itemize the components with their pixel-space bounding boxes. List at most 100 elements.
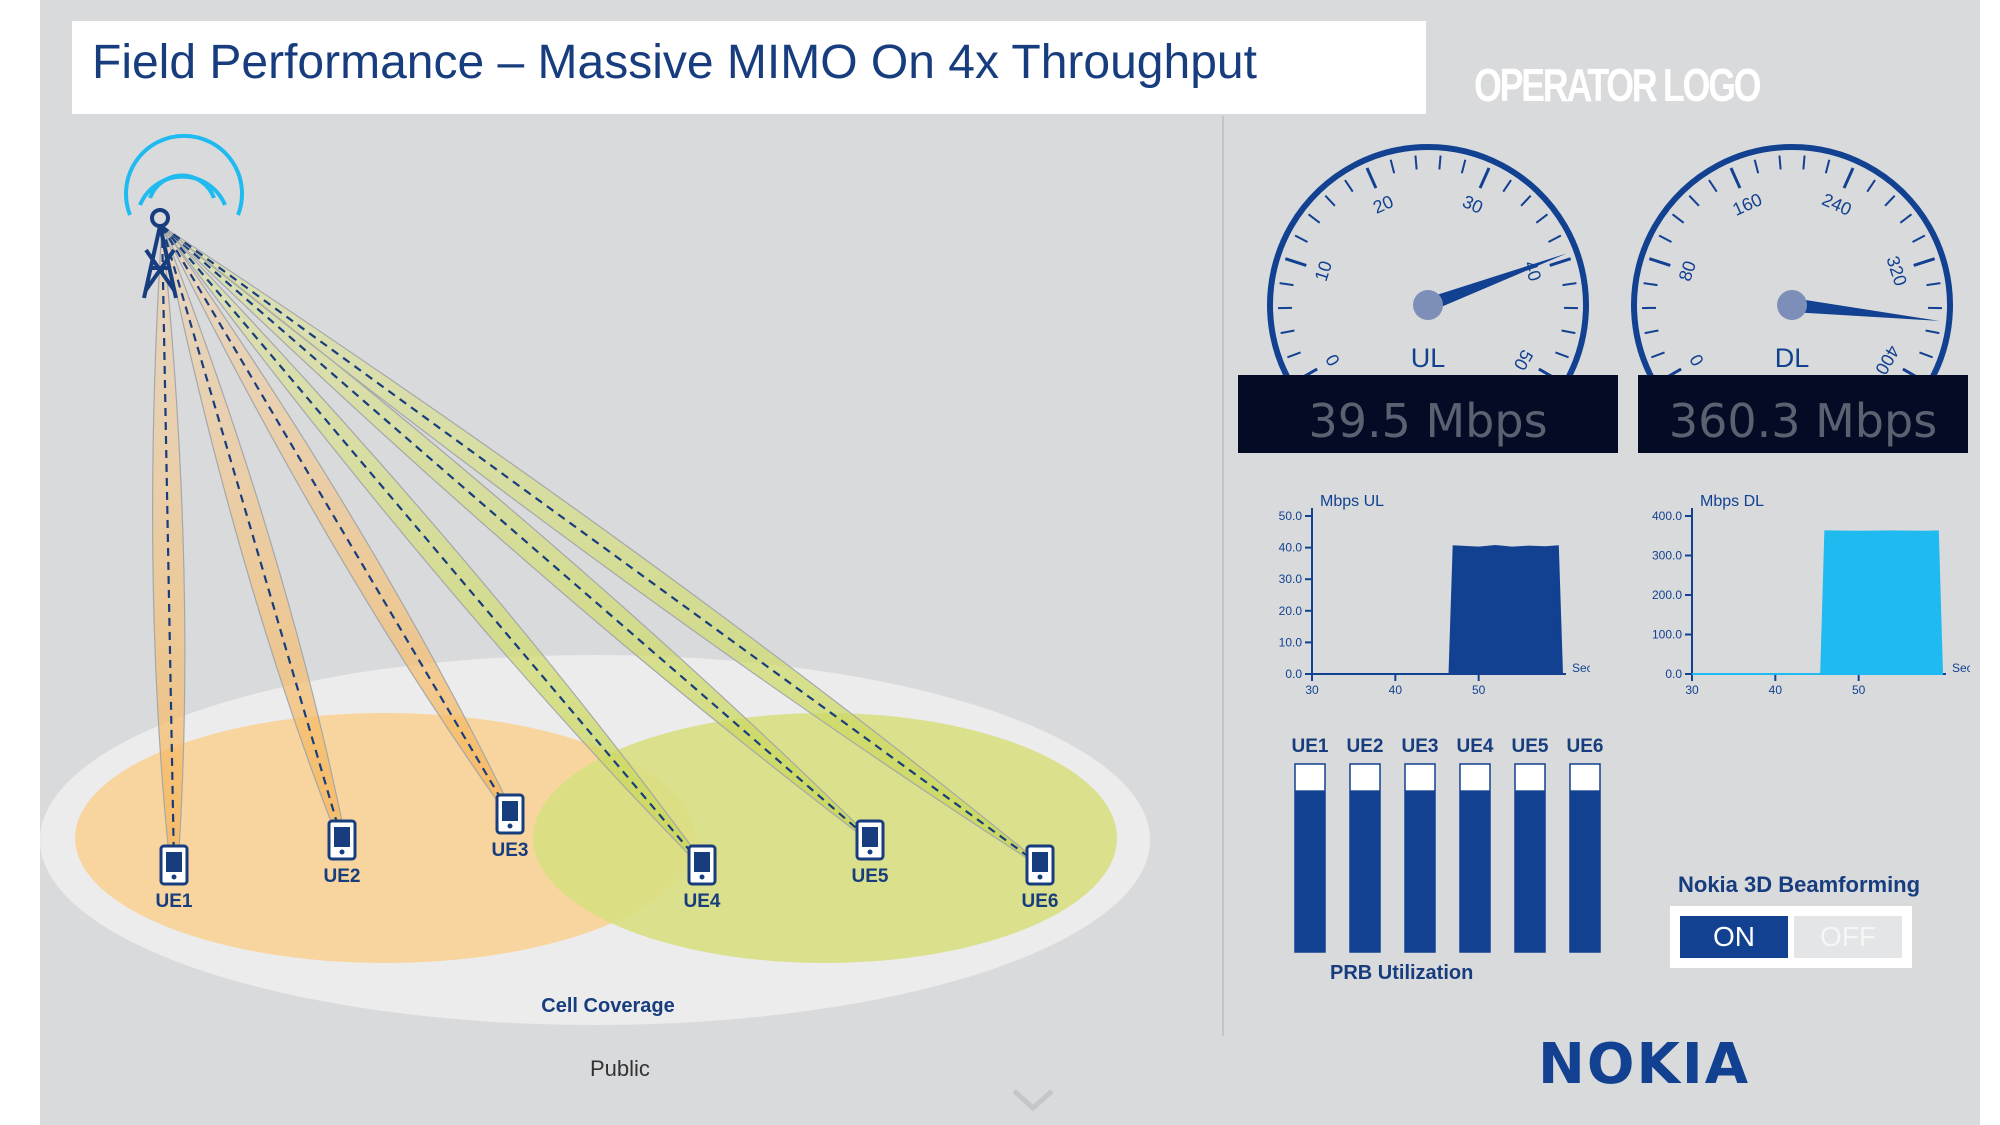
prb-bar xyxy=(1460,790,1490,952)
prb-category-label: UE1 xyxy=(1292,736,1329,757)
ue-label: UE4 xyxy=(684,891,721,912)
classification-label: Public xyxy=(590,1056,650,1081)
gauge-tick xyxy=(1294,234,1308,243)
gauge-tick-label: 400 xyxy=(1871,342,1903,375)
slide: Field Performance – Massive MIMO On 4x T… xyxy=(40,0,1980,1125)
gauge-tick xyxy=(1667,367,1682,375)
beam-path xyxy=(161,225,511,815)
gauge-tick xyxy=(1287,351,1301,359)
gauge-tick xyxy=(1866,179,1876,193)
gauge-hub xyxy=(1777,290,1807,320)
chart-y-tick-label: 10.0 xyxy=(1279,635,1303,649)
gauge-tick xyxy=(1535,213,1549,224)
gauge-tick-label: 20 xyxy=(1370,191,1396,217)
gauge-tick xyxy=(1562,282,1577,287)
gauge-tick xyxy=(1520,194,1532,207)
gauge-tick xyxy=(1538,367,1553,375)
dl-readout: 360.3 Mbps xyxy=(1638,375,1968,453)
chart-y-tick-label: 300.0 xyxy=(1652,549,1682,563)
gauge-tick xyxy=(1912,234,1926,243)
beamforming-on-button[interactable]: ON xyxy=(1680,916,1788,958)
ue-label: UE1 xyxy=(156,891,193,912)
gauge-tick xyxy=(1561,329,1576,335)
gauge-tick xyxy=(1802,155,1806,170)
ue-label: UE6 xyxy=(1022,891,1059,912)
gauge-tick xyxy=(1548,234,1562,243)
gauge-label: UL xyxy=(1411,343,1446,373)
ue-device-icon xyxy=(855,819,885,861)
beam-group xyxy=(151,225,1043,873)
gauge-tick xyxy=(1902,367,1917,375)
chart-area-series xyxy=(1692,530,1944,675)
gauge-tick xyxy=(1842,167,1855,189)
gauge-tick-label: 10 xyxy=(1311,258,1336,283)
prb-category-label: UE4 xyxy=(1457,736,1494,757)
beamforming-toggle[interactable]: ON OFF xyxy=(1670,906,1912,968)
gauge-tick xyxy=(1899,213,1913,224)
gauge-needle xyxy=(1791,298,1940,321)
tower-icon xyxy=(124,133,244,299)
cell-coverage-label: Cell Coverage xyxy=(541,995,674,1017)
gauge-tick-label: 80 xyxy=(1675,258,1700,283)
ul-readout: 39.5 Mbps xyxy=(1238,375,1618,453)
gauge-arc xyxy=(1631,144,1953,375)
gauge-tick xyxy=(1324,194,1336,207)
gauge-tick xyxy=(1925,329,1940,335)
gauge-tick xyxy=(1502,179,1512,193)
gauge-tick xyxy=(1365,167,1378,189)
gauge-tick xyxy=(1824,159,1831,174)
gauge-tick xyxy=(1389,159,1396,174)
gauge-tick xyxy=(1344,179,1354,193)
beamforming-label: Nokia 3D Beamforming xyxy=(1678,872,1921,897)
chart-y-tick-label: 20.0 xyxy=(1279,604,1303,618)
divider xyxy=(1222,116,1224,1036)
gauge-tick xyxy=(1460,159,1467,174)
chart-y-tick-label: 30.0 xyxy=(1279,572,1303,586)
chart-area-series xyxy=(1312,545,1564,675)
gauge-tick xyxy=(1729,167,1742,189)
prb-bar xyxy=(1515,790,1545,952)
ue-device-icon xyxy=(159,844,189,886)
beam-path xyxy=(160,225,344,841)
gauge-tick xyxy=(1913,257,1936,267)
prb-bar xyxy=(1350,790,1380,952)
gauge-tick xyxy=(1919,351,1933,359)
chart-x-tick-label: 40 xyxy=(1389,683,1403,697)
gauge-tick xyxy=(1708,179,1718,193)
beamforming-off-button[interactable]: OFF xyxy=(1794,916,1902,958)
gauge-label: DL xyxy=(1775,343,1810,373)
beamforming-diagram: UE1 UE2 UE3 UE4 UE5 UE6 Cell Coverage xyxy=(40,133,1150,1025)
prb-bar xyxy=(1405,790,1435,952)
operator-logo: OPERATOR LOGO xyxy=(1474,59,1762,111)
ue-device-icon xyxy=(687,844,717,886)
chart-y-tick-label: 40.0 xyxy=(1279,541,1303,555)
chart-y-tick-label: 0.0 xyxy=(1665,667,1682,681)
gauge-tick xyxy=(1671,213,1685,224)
gauge-tick xyxy=(1307,213,1321,224)
gauge-tick xyxy=(1926,282,1941,287)
gauge-tick-label: 0 xyxy=(1322,351,1344,370)
beam-path xyxy=(161,225,871,841)
prb-utilization-chart: UE1 UE2 UE3 UE4 UE5 UE6 xyxy=(1292,736,1603,953)
chart-y-tick-label: 0.0 xyxy=(1285,667,1302,681)
prb-bar xyxy=(1570,790,1600,952)
chart-ylabel: Mbps DL xyxy=(1700,493,1764,510)
nokia-logo: NOKIA xyxy=(1538,1032,1751,1097)
prb-category-label: UE3 xyxy=(1402,736,1439,757)
gauge-tick xyxy=(1279,282,1294,287)
gauge-tick xyxy=(1651,351,1665,359)
gauge-tick xyxy=(1414,155,1418,170)
chevron-down-icon[interactable] xyxy=(1010,1086,1056,1114)
ue-device-icon xyxy=(495,793,525,835)
ue-label: UE2 xyxy=(324,866,361,887)
gauge-tick xyxy=(1753,159,1760,174)
ue-device-icon xyxy=(1025,844,1055,886)
chart-y-tick-label: 200.0 xyxy=(1652,588,1682,602)
ul-throughput-chart: Mbps UL 0.0 10.0 20.0 30.0 40.0 50.0 30 40 50 Sec xyxy=(1279,493,1590,697)
gauge-tick-label: 50 xyxy=(1510,346,1537,373)
gauge-tick xyxy=(1555,351,1569,359)
chart-y-tick-label: 100.0 xyxy=(1652,628,1682,642)
gauge-tick-label: 160 xyxy=(1729,189,1765,219)
chart-x-tick-label: 50 xyxy=(1852,683,1866,697)
